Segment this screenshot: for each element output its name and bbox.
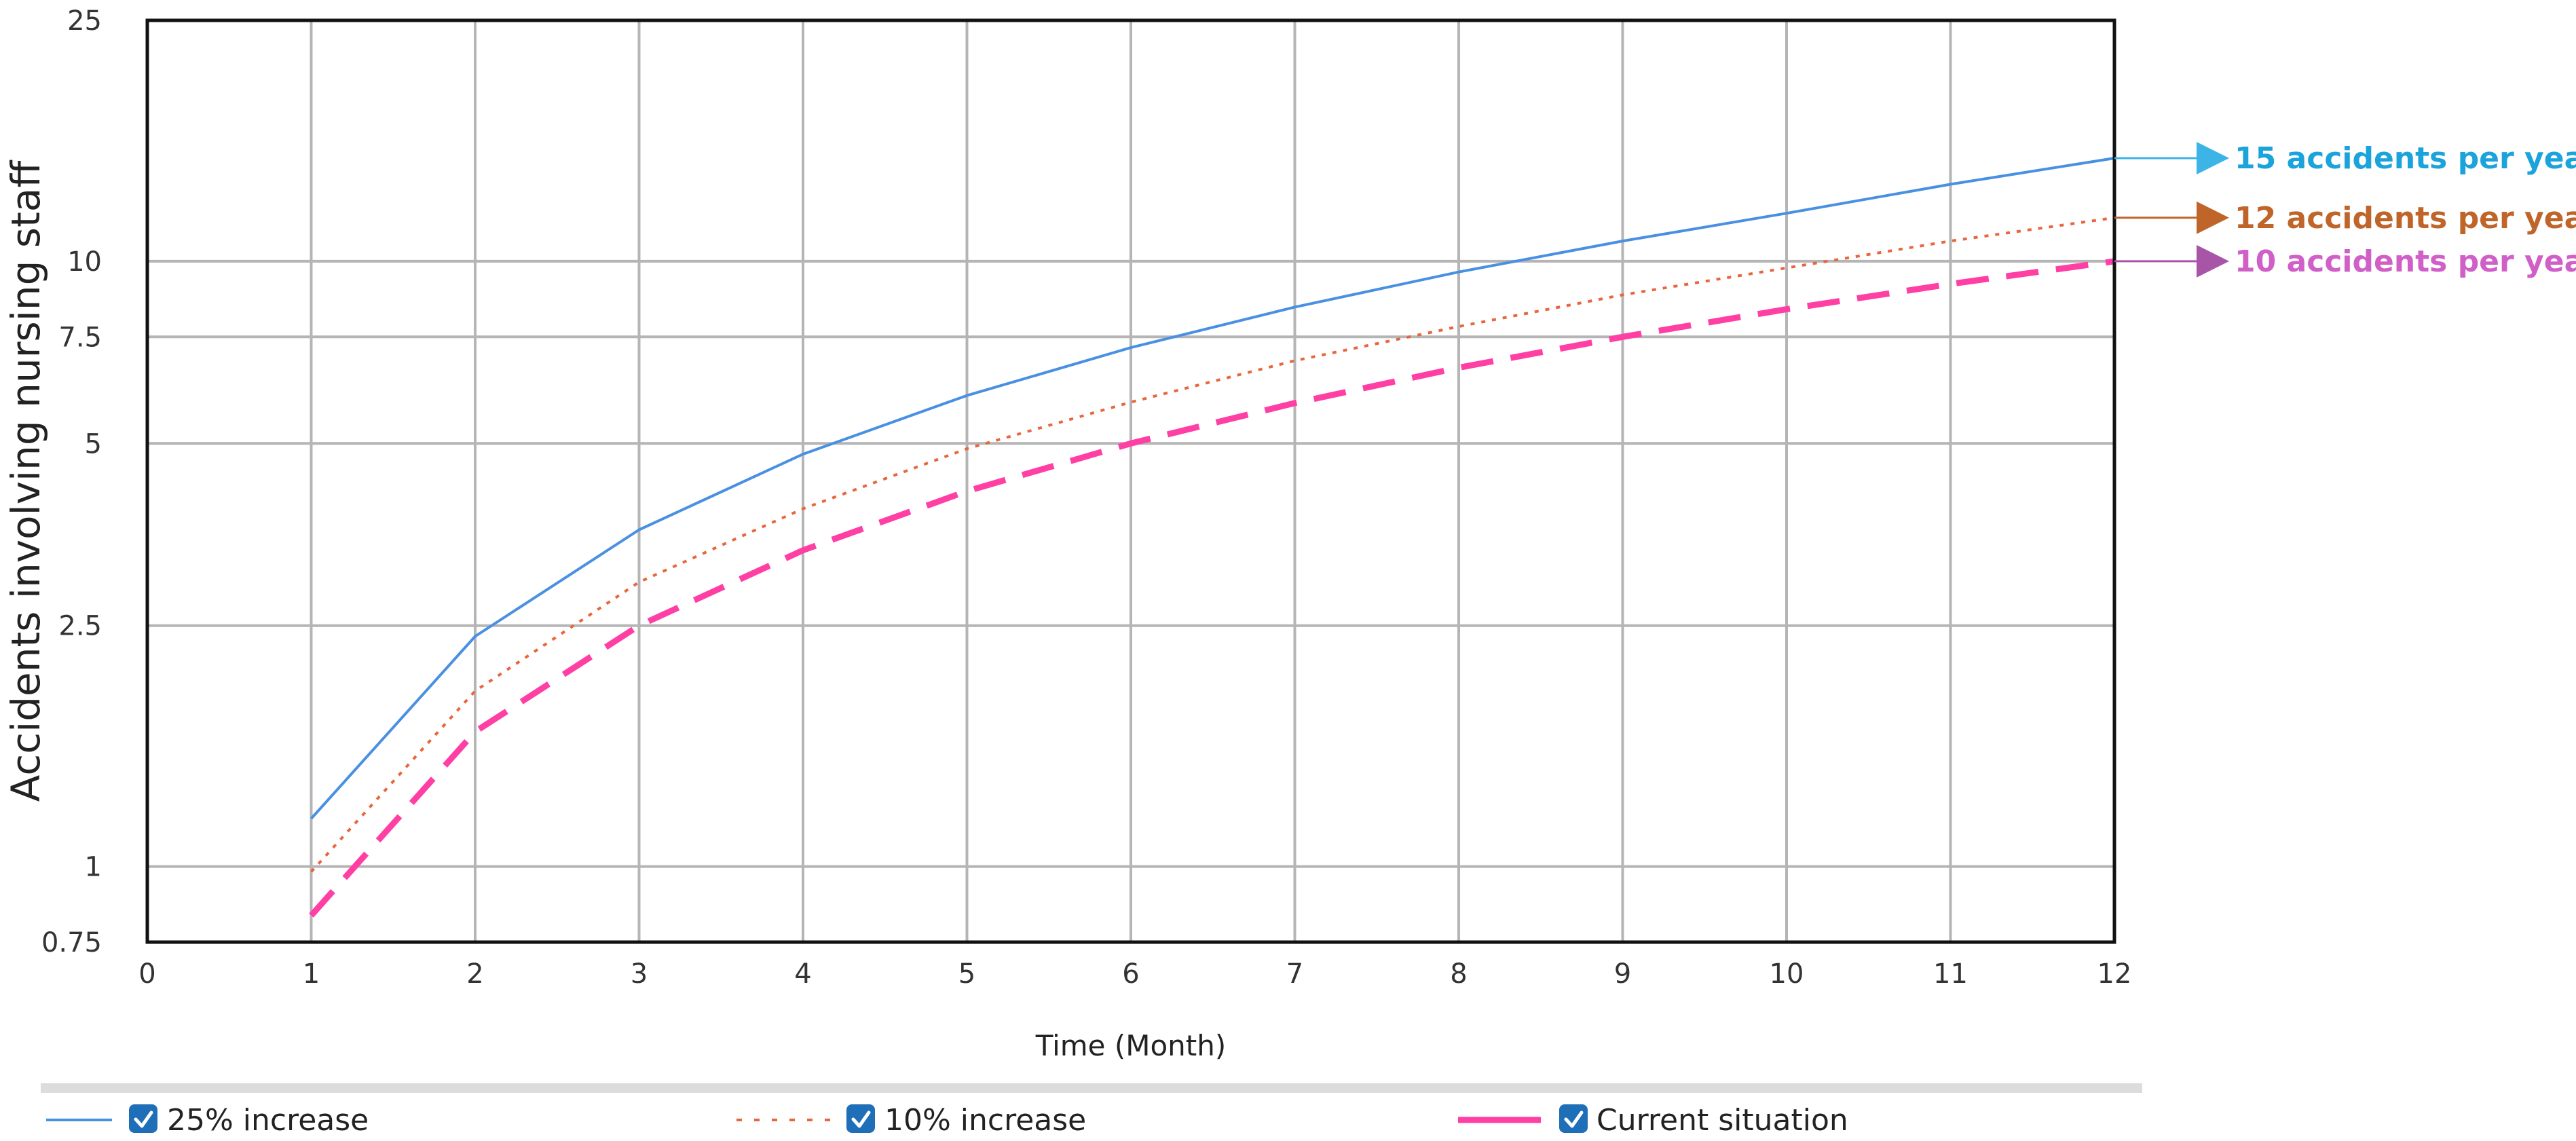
annotations: 15 accidents per year 12 accidents per ye… bbox=[2114, 141, 2576, 279]
legend-checkbox bbox=[129, 1104, 157, 1133]
annotation-label: 12 accidents per year bbox=[2235, 201, 2576, 236]
legend-checkbox bbox=[1559, 1104, 1588, 1133]
legend-bar bbox=[41, 1083, 2142, 1093]
check-icon bbox=[851, 1110, 871, 1128]
x-tick-label: 11 bbox=[1933, 958, 1968, 990]
series-line-1 bbox=[310, 157, 2115, 820]
y-tick-label: 0.75 bbox=[41, 927, 102, 958]
annotation-arrowhead bbox=[2197, 142, 2229, 175]
plot-frame bbox=[145, 18, 2116, 944]
series-lines bbox=[309, 157, 2115, 918]
y-axis-title: Accidents involving nursing staff bbox=[3, 160, 49, 802]
legend-label: 10% increase bbox=[884, 1103, 1086, 1138]
check-icon bbox=[1564, 1110, 1584, 1128]
x-tick-label: 3 bbox=[631, 958, 648, 990]
annotation-label: 10 accidents per year bbox=[2235, 244, 2576, 279]
x-tick-label: 6 bbox=[1122, 958, 1139, 990]
annotation-label: 15 accidents per year bbox=[2235, 141, 2576, 176]
check-icon bbox=[134, 1110, 153, 1128]
legend: 25% increase 10% increase Current situatio… bbox=[46, 1103, 1848, 1138]
y-tick-label: 10 bbox=[67, 246, 102, 278]
x-tick-label: 4 bbox=[794, 958, 811, 990]
annotation-arrowhead bbox=[2197, 244, 2229, 278]
x-tick-label: 0 bbox=[138, 958, 155, 990]
series-line-2 bbox=[310, 216, 2115, 873]
grid bbox=[147, 20, 2114, 942]
x-tick-label: 1 bbox=[303, 958, 320, 990]
x-tick-label: 2 bbox=[466, 958, 483, 990]
legend-label: 25% increase bbox=[167, 1103, 369, 1138]
x-axis-title: Time (Month) bbox=[1035, 1029, 1227, 1062]
annotation-arrowhead bbox=[2197, 201, 2229, 234]
x-tick-label: 5 bbox=[958, 958, 975, 990]
x-tick-label: 10 bbox=[1770, 958, 1804, 990]
legend-label: Current situation bbox=[1597, 1103, 1848, 1138]
x-tick-label: 12 bbox=[2097, 958, 2132, 990]
y-tick-label: 5 bbox=[85, 428, 102, 460]
x-tick-label: 8 bbox=[1450, 958, 1467, 990]
series-line-3 bbox=[309, 258, 2115, 918]
y-tick-label: 7.5 bbox=[58, 322, 102, 353]
x-tick-label: 9 bbox=[1614, 958, 1631, 990]
y-tick-label: 2.5 bbox=[58, 611, 102, 642]
legend-checkbox bbox=[846, 1104, 875, 1133]
y-tick-label: 1 bbox=[85, 852, 102, 883]
y-tick-label: 25 bbox=[67, 5, 102, 37]
x-tick-label: 7 bbox=[1286, 958, 1303, 990]
